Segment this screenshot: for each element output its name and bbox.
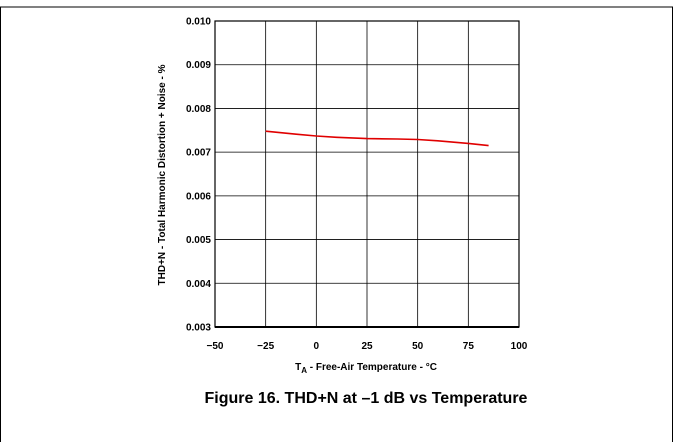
x-tick-label: 50 [412, 341, 424, 352]
x-tick-label: −50 [207, 341, 224, 352]
y-tick-label: 0.004 [186, 279, 211, 290]
x-tick-label: 100 [511, 341, 528, 352]
y-tick-label: 0.007 [186, 148, 211, 159]
y-tick-label: 0.005 [186, 235, 211, 246]
y-tick-label: 0.003 [186, 323, 211, 334]
y-tick-label: 0.009 [186, 60, 211, 71]
y-tick-label: 0.008 [186, 104, 211, 115]
series-line [265, 130, 489, 147]
x-tick-label: 75 [463, 341, 475, 352]
y-tick-labels: 0.003 0.004 0.005 0.006 0.007 0.008 0.009 0.010 [186, 17, 211, 334]
y-tick-label: 0.006 [186, 191, 211, 202]
y-tick-label: 0.010 [186, 17, 211, 28]
y-axis-label: THD+N - Total Harmonic Distortion + Nois… [157, 64, 168, 285]
x-tick-label: 25 [361, 341, 373, 352]
figure-caption: Figure 16. THD+N at –1 dB vs Temperature [205, 390, 528, 407]
series-group [265, 130, 489, 147]
grid [214, 20, 520, 328]
x-tick-labels: −50 −25 0 25 50 75 100 [207, 341, 528, 352]
x-tick-label: −25 [257, 341, 274, 352]
x-tick-label: 0 [314, 341, 320, 352]
x-axis-label: TA - Free-Air Temperature - °C [295, 362, 437, 375]
